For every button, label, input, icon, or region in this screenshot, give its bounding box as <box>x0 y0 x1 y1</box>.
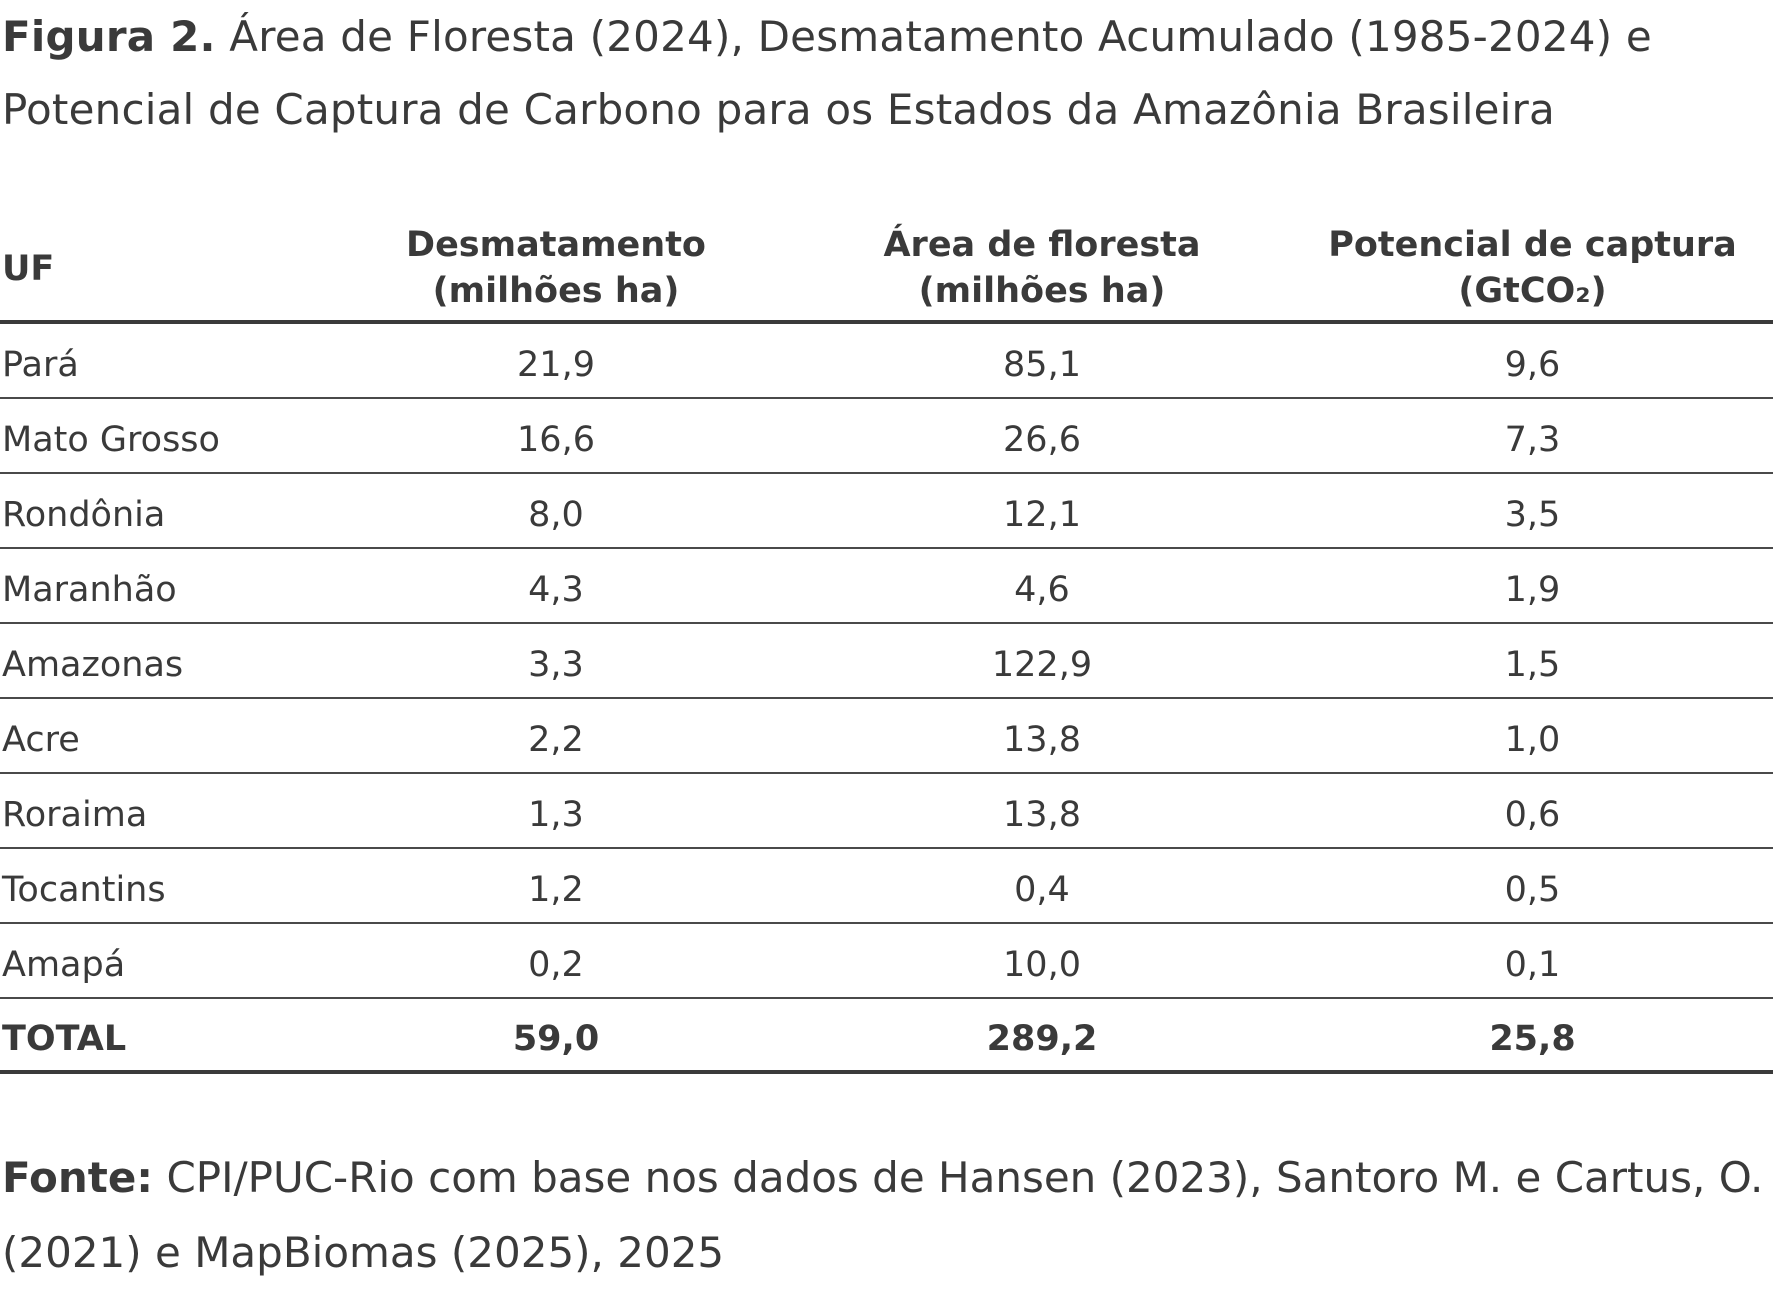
cell-uf: Rondônia <box>2 494 166 535</box>
caption-label: Figura 2. <box>2 12 216 61</box>
cell-desmatamento: 0,2 <box>528 944 584 985</box>
table-row: Rondônia 8,0 12,1 3,5 <box>0 474 1773 549</box>
total-desmatamento: 59,0 <box>512 1018 600 1059</box>
header-area-floresta: Área de floresta (milhões ha) <box>883 225 1201 311</box>
data-table: UF Desmatamento (milhões ha) Área de flo… <box>0 220 1773 1074</box>
cell-uf: Tocantins <box>2 869 166 910</box>
header-uf: UF <box>2 249 55 289</box>
cell-uf: Acre <box>2 719 80 760</box>
header-potencial-captura: Potencial de captura (GtCO₂) <box>1328 225 1737 311</box>
table-row: Tocantins 1,2 0,4 0,5 <box>0 849 1773 924</box>
cell-area-floresta: 13,8 <box>1003 719 1081 760</box>
cell-area-floresta: 26,6 <box>1003 419 1081 460</box>
cell-potencial-captura: 7,3 <box>1504 419 1561 460</box>
cell-potencial-captura: 9,6 <box>1504 344 1561 385</box>
table-header-row: UF Desmatamento (milhões ha) Área de flo… <box>0 220 1773 324</box>
cell-potencial-captura: 1,9 <box>1504 569 1561 610</box>
cell-desmatamento: 3,3 <box>528 644 584 685</box>
source-note: Fonte: CPI/PUC-Rio com base nos dados de… <box>2 1140 1770 1290</box>
cell-uf: Pará <box>2 344 79 385</box>
table-row: Amazonas 3,3 122,9 1,5 <box>0 624 1773 699</box>
cell-uf: Maranhão <box>2 569 177 610</box>
cell-desmatamento: 1,3 <box>528 794 584 835</box>
total-area-floresta: 289,2 <box>986 1018 1098 1059</box>
cell-area-floresta: 0,4 <box>1014 869 1070 910</box>
cell-potencial-captura: 1,5 <box>1504 644 1561 685</box>
cell-desmatamento: 2,2 <box>528 719 584 760</box>
cell-uf: Amapá <box>2 944 126 985</box>
cell-potencial-captura: 3,5 <box>1504 494 1561 535</box>
table-row: Mato Grosso 16,6 26,6 7,3 <box>0 399 1773 474</box>
table-row: Roraima 1,3 13,8 0,6 <box>0 774 1773 849</box>
cell-area-floresta: 85,1 <box>1003 344 1081 385</box>
figure-caption: Figura 2. Área de Floresta (2024), Desma… <box>2 0 1770 146</box>
cell-area-floresta: 10,0 <box>1003 944 1081 985</box>
cell-area-floresta: 13,8 <box>1003 794 1081 835</box>
caption-text: Área de Floresta (2024), Desmatamento Ac… <box>2 12 1652 134</box>
total-potencial-captura: 25,8 <box>1489 1018 1576 1059</box>
cell-desmatamento: 1,2 <box>528 869 584 910</box>
cell-uf: Mato Grosso <box>2 419 220 460</box>
table-row: Acre 2,2 13,8 1,0 <box>0 699 1773 774</box>
cell-desmatamento: 21,9 <box>517 344 595 385</box>
table-row: Pará 21,9 85,1 9,6 <box>0 324 1773 399</box>
cell-potencial-captura: 1,0 <box>1504 719 1561 760</box>
table-row: Maranhão 4,3 4,6 1,9 <box>0 549 1773 624</box>
cell-desmatamento: 4,3 <box>528 569 584 610</box>
cell-potencial-captura: 0,1 <box>1504 944 1561 985</box>
cell-desmatamento: 16,6 <box>517 419 595 460</box>
table-row: Amapá 0,2 10,0 0,1 <box>0 924 1773 999</box>
cell-uf: Roraima <box>2 794 148 835</box>
cell-uf: Amazonas <box>2 644 184 685</box>
table-total-row: TOTAL 59,0 289,2 25,8 <box>0 999 1773 1074</box>
cell-potencial-captura: 0,6 <box>1504 794 1561 835</box>
header-desmatamento: Desmatamento (milhões ha) <box>406 225 706 311</box>
source-text: CPI/PUC-Rio com base nos dados de Hansen… <box>2 1153 1764 1277</box>
cell-area-floresta: 12,1 <box>1003 494 1081 535</box>
cell-desmatamento: 8,0 <box>528 494 584 535</box>
total-label: TOTAL <box>2 1018 127 1059</box>
cell-potencial-captura: 0,5 <box>1504 869 1561 910</box>
cell-area-floresta: 122,9 <box>991 644 1093 685</box>
cell-area-floresta: 4,6 <box>1014 569 1070 610</box>
source-label: Fonte: <box>2 1153 154 1202</box>
